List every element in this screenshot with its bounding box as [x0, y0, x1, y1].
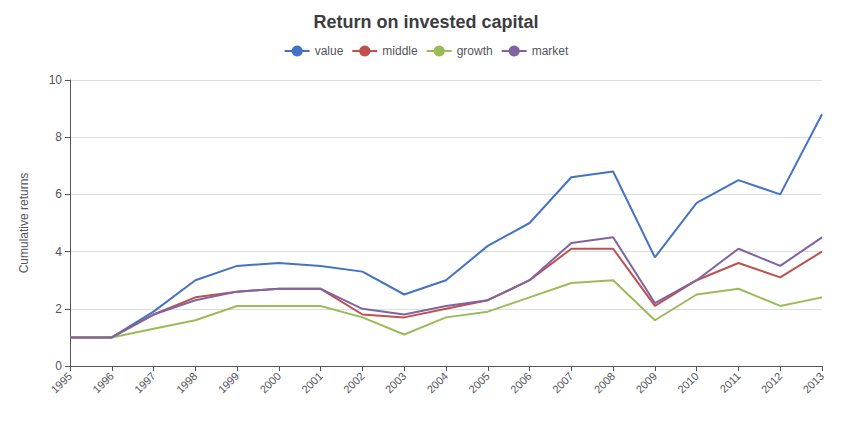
svg-text:2003: 2003	[383, 370, 409, 396]
svg-text:Cumulative returns: Cumulative returns	[17, 173, 31, 274]
svg-text:1995: 1995	[48, 370, 74, 396]
svg-text:1997: 1997	[132, 370, 158, 396]
svg-text:2008: 2008	[592, 370, 618, 396]
svg-text:2002: 2002	[341, 370, 367, 396]
svg-text:value: value	[315, 44, 344, 58]
svg-text:6: 6	[55, 187, 62, 201]
svg-text:growth: growth	[457, 44, 493, 58]
svg-text:2013: 2013	[800, 370, 826, 396]
svg-text:4: 4	[55, 245, 62, 259]
svg-text:2007: 2007	[550, 370, 576, 396]
svg-text:10: 10	[49, 73, 63, 87]
svg-text:2: 2	[55, 302, 62, 316]
svg-text:Return on invested capital: Return on invested capital	[313, 12, 538, 32]
svg-text:2009: 2009	[633, 370, 659, 396]
svg-text:8: 8	[55, 130, 62, 144]
svg-text:2001: 2001	[299, 370, 325, 396]
svg-text:middle: middle	[382, 44, 418, 58]
svg-text:market: market	[532, 44, 569, 58]
svg-text:2000: 2000	[257, 370, 283, 396]
svg-text:2006: 2006	[508, 370, 534, 396]
svg-text:0: 0	[55, 359, 62, 373]
svg-text:2011: 2011	[717, 370, 742, 395]
svg-text:2005: 2005	[466, 370, 492, 396]
svg-text:2004: 2004	[424, 370, 450, 396]
svg-text:2010: 2010	[675, 370, 701, 396]
svg-text:2012: 2012	[759, 370, 785, 396]
svg-text:1999: 1999	[216, 370, 242, 396]
svg-text:1998: 1998	[174, 370, 200, 396]
svg-text:1996: 1996	[90, 370, 116, 396]
